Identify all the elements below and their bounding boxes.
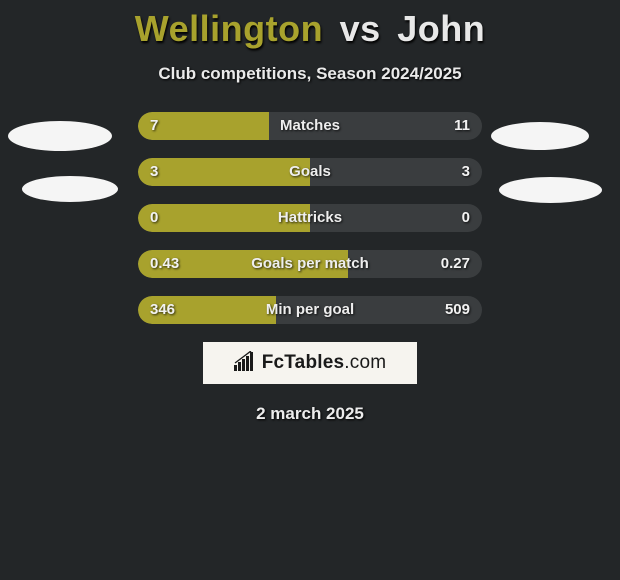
stats-bars-container: 711Matches 33Goals 00Hattricks 0.430.27Goal… [138, 112, 482, 324]
comparison-title: Wellington vs John [0, 0, 620, 50]
stat-row: 33Goals [138, 158, 482, 186]
brand-text-main: FcTables [262, 352, 345, 373]
vs-label: vs [340, 8, 381, 49]
stat-row: 00Hattricks [138, 204, 482, 232]
player-avatar [22, 176, 118, 202]
brand-badge: FcTables.com [203, 342, 417, 384]
player2-name: John [397, 8, 485, 49]
date-text: 2 march 2025 [0, 404, 620, 424]
stat-category-label: Goals per match [138, 250, 482, 278]
brand-text: FcTables.com [262, 352, 387, 374]
stat-category-label: Hattricks [138, 204, 482, 232]
stat-category-label: Goals [138, 158, 482, 186]
player-avatar [8, 121, 112, 151]
stat-category-label: Min per goal [138, 296, 482, 324]
brand-text-domain: .com [344, 352, 386, 373]
subtitle: Club competitions, Season 2024/2025 [0, 64, 620, 84]
stat-category-label: Matches [138, 112, 482, 140]
stat-row: 711Matches [138, 112, 482, 140]
brand-chart-icon [234, 351, 256, 376]
stat-row: 0.430.27Goals per match [138, 250, 482, 278]
stat-row: 346509Min per goal [138, 296, 482, 324]
player-avatar [491, 122, 589, 150]
player-avatar [499, 177, 602, 203]
player1-name: Wellington [135, 8, 323, 49]
